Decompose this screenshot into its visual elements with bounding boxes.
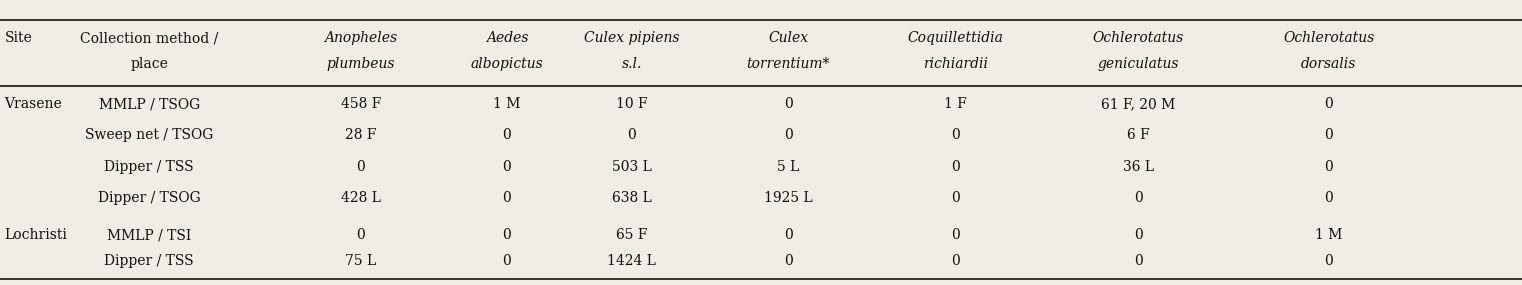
Text: 0: 0 (1324, 254, 1333, 268)
Text: 75 L: 75 L (345, 254, 376, 268)
Text: 0: 0 (1324, 128, 1333, 142)
Text: 0: 0 (502, 228, 511, 242)
Text: 0: 0 (784, 228, 793, 242)
Text: Dipper / TSS: Dipper / TSS (105, 160, 193, 174)
Text: 0: 0 (1324, 160, 1333, 174)
Text: 0: 0 (951, 160, 960, 174)
Text: 503 L: 503 L (612, 160, 651, 174)
Text: Collection method /: Collection method / (81, 31, 218, 46)
Text: albopictus: albopictus (470, 57, 543, 71)
Text: 0: 0 (627, 128, 636, 142)
Text: 0: 0 (784, 97, 793, 111)
Text: 0: 0 (1134, 191, 1143, 205)
Text: 1 M: 1 M (1315, 228, 1342, 242)
Text: 638 L: 638 L (612, 191, 651, 205)
Text: 0: 0 (784, 128, 793, 142)
Text: Sweep net / TSOG: Sweep net / TSOG (85, 128, 213, 142)
Text: 0: 0 (502, 160, 511, 174)
Text: 36 L: 36 L (1123, 160, 1154, 174)
Text: s.l.: s.l. (621, 57, 642, 71)
Text: Coquillettidia: Coquillettidia (909, 31, 1003, 46)
Text: 0: 0 (502, 191, 511, 205)
Text: 0: 0 (951, 228, 960, 242)
Text: Dipper / TSOG: Dipper / TSOG (97, 191, 201, 205)
Text: 0: 0 (1324, 191, 1333, 205)
Text: 0: 0 (784, 254, 793, 268)
Text: 1 F: 1 F (944, 97, 968, 111)
Text: torrentium*: torrentium* (747, 57, 829, 71)
Text: Site: Site (5, 31, 32, 46)
Text: 0: 0 (951, 191, 960, 205)
Text: Lochristi: Lochristi (5, 228, 67, 242)
Text: Aedes: Aedes (486, 31, 528, 46)
Text: 6 F: 6 F (1128, 128, 1149, 142)
Text: Ochlerotatus: Ochlerotatus (1283, 31, 1374, 46)
Text: Anopheles: Anopheles (324, 31, 397, 46)
Text: 1424 L: 1424 L (607, 254, 656, 268)
Text: dorsalis: dorsalis (1301, 57, 1356, 71)
Text: 0: 0 (502, 254, 511, 268)
Text: richiardii: richiardii (924, 57, 988, 71)
Text: 0: 0 (1134, 228, 1143, 242)
Text: MMLP / TSI: MMLP / TSI (107, 228, 192, 242)
Text: 0: 0 (356, 228, 365, 242)
Text: Dipper / TSS: Dipper / TSS (105, 254, 193, 268)
Text: MMLP / TSOG: MMLP / TSOG (99, 97, 199, 111)
Text: 65 F: 65 F (616, 228, 647, 242)
Text: 28 F: 28 F (345, 128, 376, 142)
Text: 0: 0 (951, 128, 960, 142)
Text: 5 L: 5 L (778, 160, 799, 174)
Text: 1 M: 1 M (493, 97, 521, 111)
Text: 0: 0 (951, 254, 960, 268)
Text: 0: 0 (1324, 97, 1333, 111)
Text: 61 F, 20 M: 61 F, 20 M (1102, 97, 1175, 111)
Text: plumbeus: plumbeus (326, 57, 396, 71)
Text: place: place (131, 57, 167, 71)
Text: 1925 L: 1925 L (764, 191, 813, 205)
Text: 0: 0 (356, 160, 365, 174)
Text: 428 L: 428 L (341, 191, 380, 205)
Text: Culex: Culex (769, 31, 808, 46)
Text: Culex pipiens: Culex pipiens (584, 31, 679, 46)
Text: geniculatus: geniculatus (1097, 57, 1180, 71)
Text: 0: 0 (502, 128, 511, 142)
Text: Vrasene: Vrasene (5, 97, 62, 111)
Text: 10 F: 10 F (616, 97, 647, 111)
Text: Ochlerotatus: Ochlerotatus (1093, 31, 1184, 46)
Text: 458 F: 458 F (341, 97, 380, 111)
Text: 0: 0 (1134, 254, 1143, 268)
